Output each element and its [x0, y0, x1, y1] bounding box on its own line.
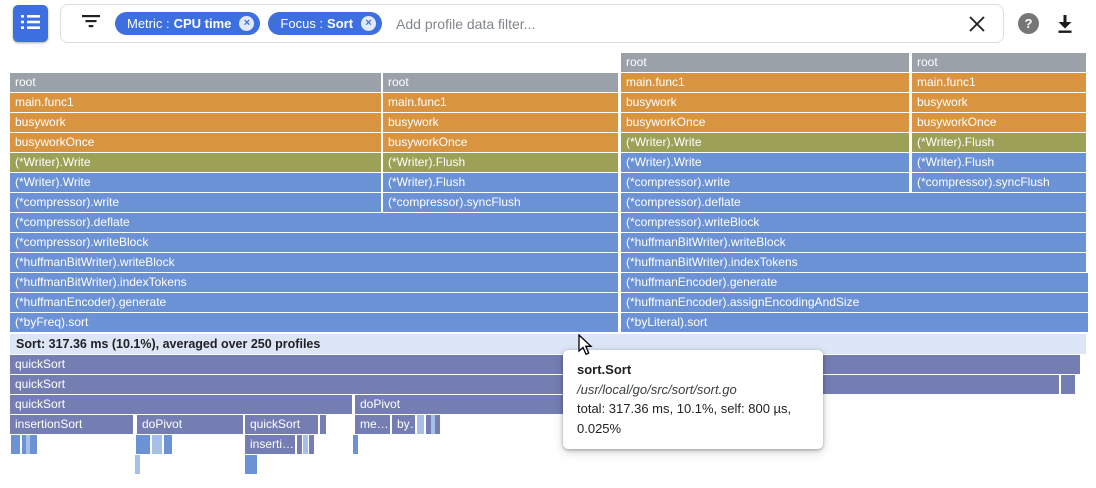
profile-filter-box[interactable]: Metric : CPU time × Focus : Sort × Add p…: [60, 4, 1004, 43]
chip-remove-icon[interactable]: ×: [361, 16, 377, 31]
flame-frame[interactable]: [26, 435, 31, 454]
flame-frame[interactable]: (*huffmanBitWriter).indexTokens: [621, 253, 1086, 272]
flame-frame[interactable]: (*byLiteral).sort: [621, 313, 1088, 332]
flame-frame[interactable]: main.func1: [912, 73, 1086, 92]
help-icon[interactable]: ?: [1018, 13, 1039, 34]
flame-frame[interactable]: root: [383, 73, 618, 92]
flame-frame[interactable]: (*huffmanEncoder).generate: [621, 273, 1088, 292]
flame-frame[interactable]: [152, 435, 162, 454]
flame-frame[interactable]: doPivot: [137, 415, 243, 434]
flame-frame[interactable]: [426, 415, 431, 434]
flame-frame[interactable]: busyworkOnce: [383, 133, 618, 152]
flame-frame[interactable]: (*Writer).Flush: [912, 153, 1086, 172]
flame-frame[interactable]: [303, 435, 308, 454]
flame-frame[interactable]: (*compressor).writeBlock: [621, 213, 1086, 232]
flame-frame[interactable]: [1061, 375, 1075, 394]
flame-frame[interactable]: [320, 415, 326, 434]
flame-frame[interactable]: busywork: [621, 93, 909, 112]
flame-frame[interactable]: (*byFreq).sort: [10, 313, 618, 332]
flame-frame[interactable]: root: [621, 53, 909, 72]
chip-label: Metric :: [127, 16, 170, 31]
flame-frame[interactable]: [309, 435, 314, 454]
filter-input-placeholder[interactable]: Add profile data filter...: [396, 15, 536, 32]
flame-frame[interactable]: (*compressor).syncFlush: [912, 173, 1086, 192]
flame-frame[interactable]: (*huffmanBitWriter).writeBlock: [621, 233, 1086, 252]
flame-frame[interactable]: (*compressor).writeBlock: [10, 233, 618, 252]
flame-frame[interactable]: [22, 435, 27, 454]
flame-frame[interactable]: (*compressor).deflate: [621, 193, 1086, 212]
flame-frame[interactable]: main.func1: [621, 73, 909, 92]
flame-frame[interactable]: root: [10, 73, 381, 92]
flame-frame[interactable]: [353, 435, 358, 454]
flame-frame[interactable]: [417, 415, 424, 434]
chip-remove-icon[interactable]: ×: [239, 16, 255, 31]
flame-frame[interactable]: root: [912, 53, 1086, 72]
flame-frame[interactable]: [164, 435, 172, 454]
filter-icon: [81, 13, 101, 34]
flame-frame[interactable]: (*compressor).write: [10, 193, 381, 212]
flame-frame[interactable]: (*compressor).syncFlush: [383, 193, 618, 212]
flame-frame[interactable]: me…: [355, 415, 390, 434]
flame-frame[interactable]: [435, 415, 440, 434]
tooltip-function-name: sort.Sort: [577, 362, 632, 377]
toolbar: Metric : CPU time × Focus : Sort × Add p…: [0, 0, 1096, 47]
flame-frame[interactable]: busywork: [383, 113, 618, 132]
flame-frame[interactable]: (*huffmanEncoder).assignEncodingAndSize: [621, 293, 1088, 312]
flame-frame[interactable]: (*huffmanBitWriter).indexTokens: [10, 273, 618, 292]
list-icon: [21, 14, 40, 33]
flame-frame[interactable]: (*compressor).write: [621, 173, 909, 192]
tooltip-source-path: /usr/local/go/src/sort/sort.go: [577, 381, 737, 397]
flame-frame[interactable]: (*Writer).Flush: [383, 173, 618, 192]
flame-frame[interactable]: (*Writer).Flush: [912, 133, 1086, 152]
flame-frame[interactable]: quickSort: [10, 375, 1059, 394]
flame-frame[interactable]: [136, 435, 150, 454]
flame-frame[interactable]: [297, 435, 302, 454]
flame-frame[interactable]: [249, 455, 254, 474]
flame-frame[interactable]: (*Writer).Write: [621, 133, 909, 152]
flame-frame[interactable]: quickSort: [245, 415, 318, 434]
flame-frame[interactable]: (*Writer).Write: [10, 153, 381, 172]
flame-frame[interactable]: (*Writer).Flush: [383, 153, 618, 172]
flame-frame[interactable]: [135, 455, 140, 474]
flame-frame[interactable]: busywork: [912, 93, 1086, 112]
tooltip-metrics: total: 317.36 ms, 10.1%, self: 800 µs, 0…: [577, 401, 792, 436]
flame-frame[interactable]: [245, 455, 250, 474]
flame-frame[interactable]: busyworkOnce: [912, 113, 1086, 132]
filter-chip-focus[interactable]: Focus : Sort ×: [268, 12, 383, 35]
flame-frame[interactable]: main.func1: [10, 93, 381, 112]
chip-label: Focus :: [280, 16, 324, 31]
flame-frame[interactable]: busyworkOnce: [621, 113, 909, 132]
flame-frame[interactable]: (*Writer).Write: [10, 173, 381, 192]
chip-value: Sort: [327, 16, 354, 31]
flame-frame[interactable]: [11, 435, 20, 454]
flame-frame[interactable]: (*Writer).Write: [621, 153, 909, 172]
flame-frame[interactable]: busyworkOnce: [10, 133, 381, 152]
menu-button[interactable]: [13, 5, 48, 42]
clear-filters-icon[interactable]: [967, 14, 987, 34]
flame-frame[interactable]: inserti…: [245, 435, 295, 454]
selected-function-row[interactable]: Sort: 317.36 ms (10.1%), averaged over 2…: [10, 334, 1086, 354]
function-tooltip: sort.Sort /usr/local/go/src/sort/sort.go…: [563, 350, 823, 449]
flame-frame[interactable]: insertionSort: [10, 415, 133, 434]
flame-frame[interactable]: by…: [392, 415, 415, 434]
flame-frame[interactable]: quickSort: [10, 395, 352, 414]
download-icon[interactable]: [1054, 13, 1076, 35]
filter-chip-metric[interactable]: Metric : CPU time ×: [115, 12, 261, 35]
flame-frame[interactable]: (*huffmanBitWriter).writeBlock: [10, 253, 618, 272]
chip-value: CPU time: [173, 16, 232, 31]
flame-frame[interactable]: (*compressor).deflate: [10, 213, 618, 232]
flame-frame[interactable]: [30, 435, 37, 454]
flame-frame[interactable]: main.func1: [383, 93, 618, 112]
flame-frame[interactable]: quickSort: [10, 355, 1080, 374]
flame-frame[interactable]: [431, 415, 436, 434]
flame-frame[interactable]: busywork: [10, 113, 381, 132]
flame-frame[interactable]: (*huffmanEncoder).generate: [10, 293, 618, 312]
flame-frame[interactable]: [252, 455, 257, 474]
